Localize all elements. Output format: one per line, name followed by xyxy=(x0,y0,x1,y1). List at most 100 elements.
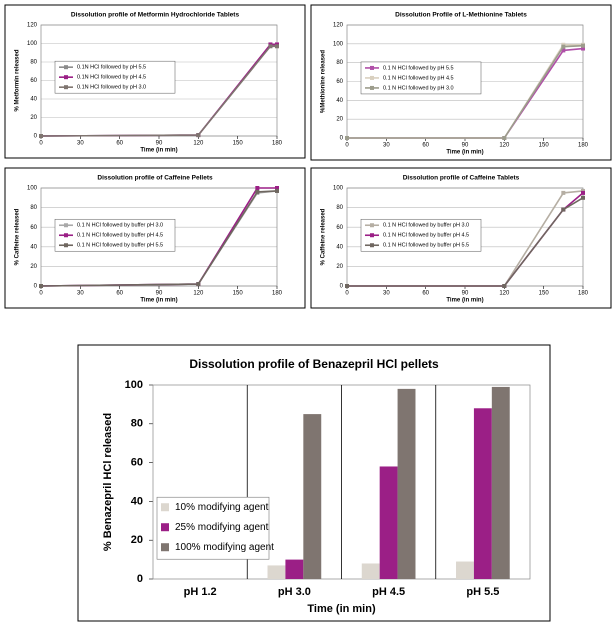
data-point xyxy=(255,189,260,194)
x-axis-label: Time (in min) xyxy=(446,150,483,156)
legend-label: 100% modifying agent xyxy=(175,542,274,553)
data-point xyxy=(561,44,566,49)
x-tick-label: 30 xyxy=(383,143,390,149)
data-point xyxy=(581,190,585,195)
y-tick-label: 80 xyxy=(30,60,37,66)
x-tick-label: 0 xyxy=(345,143,349,149)
y-tick-label: 20 xyxy=(30,264,37,270)
legend-label: 25% modifying agent xyxy=(175,522,269,533)
x-tick-label: 60 xyxy=(422,143,429,149)
x-tick-label: 0 xyxy=(39,291,43,297)
x-tick-label: 150 xyxy=(233,141,244,147)
legend-marker xyxy=(64,243,68,248)
data-point xyxy=(581,43,585,48)
x-tick-label: 30 xyxy=(77,141,84,147)
y-tick-label: 60 xyxy=(131,457,143,469)
bar xyxy=(361,563,380,579)
legend-marker xyxy=(64,75,68,80)
x-tick-label: 0 xyxy=(39,141,43,147)
legend-label: 0.1 N HCl followed by pH 4.5 xyxy=(383,75,454,81)
x-tick-label: 60 xyxy=(116,291,123,297)
y-tick-label: 40 xyxy=(30,97,37,103)
series-line xyxy=(347,44,584,139)
y-tick-label: 120 xyxy=(333,23,344,29)
bar xyxy=(379,466,398,579)
y-tick-label: 100 xyxy=(125,379,143,391)
y-tick-label: 60 xyxy=(30,225,37,231)
y-tick-label: 0 xyxy=(34,284,38,290)
bar xyxy=(285,559,304,579)
legend-box xyxy=(54,218,176,252)
y-tick-label: 40 xyxy=(336,244,343,250)
legend-label: 0.1N HCl followed by pH 5.5 xyxy=(77,65,146,71)
data-point xyxy=(196,282,201,287)
data-point xyxy=(255,186,260,190)
y-tick-label: 60 xyxy=(336,225,343,231)
legend-label: 0.1 N HCl followed by buffer pH 5.5 xyxy=(383,243,469,249)
y-tick-label: 60 xyxy=(336,79,343,85)
data-point xyxy=(345,284,349,288)
y-tick-label: 120 xyxy=(27,23,38,29)
y-tick-label: 20 xyxy=(336,264,343,270)
x-tick-label: pH 1.2 xyxy=(184,586,217,598)
data-point xyxy=(561,48,566,53)
y-tick-label: 100 xyxy=(27,41,38,47)
y-tick-label: 20 xyxy=(131,534,143,546)
y-tick-label: 0 xyxy=(137,573,143,585)
x-tick-label: 90 xyxy=(156,291,163,297)
y-tick-label: 40 xyxy=(336,98,343,104)
data-point xyxy=(581,46,585,51)
y-tick-label: 80 xyxy=(336,205,343,211)
x-tick-label: 180 xyxy=(272,141,283,147)
y-axis-label: %Methionine released xyxy=(321,50,327,113)
x-tick-label: 0 xyxy=(345,291,349,297)
y-tick-label: 0 xyxy=(340,284,344,290)
legend-label: 10% modifying agent xyxy=(175,502,269,513)
data-point xyxy=(275,44,279,49)
legend-marker xyxy=(370,85,374,90)
bar xyxy=(491,386,510,579)
data-point xyxy=(39,134,43,138)
data-point xyxy=(502,284,507,288)
y-axis-label: % Metformin released xyxy=(15,49,21,111)
x-axis-label: Time (in min) xyxy=(140,298,177,304)
x-tick-label: 120 xyxy=(193,141,204,147)
legend-label: 0.1 N HCl followed by buffer pH 3.0 xyxy=(383,223,469,229)
chart-title: Dissolution Profile of L-Methionine Tabl… xyxy=(395,12,527,19)
x-tick-label: 180 xyxy=(578,143,589,149)
legend-label: 0.1 N HCl followed by buffer pH 4.5 xyxy=(383,233,469,239)
legend-marker xyxy=(370,233,374,238)
x-tick-label: 60 xyxy=(422,291,429,297)
legend-swatch xyxy=(161,523,169,532)
x-axis-label: Time (in min) xyxy=(140,148,177,154)
x-tick-label: 120 xyxy=(499,291,510,297)
x-tick-label: 150 xyxy=(539,143,550,149)
legend-marker xyxy=(64,85,68,90)
x-tick-label: pH 3.0 xyxy=(278,586,311,598)
y-tick-label: 20 xyxy=(30,115,37,121)
y-tick-label: 60 xyxy=(30,78,37,84)
y-tick-label: 80 xyxy=(336,60,343,66)
x-tick-label: 120 xyxy=(499,143,510,149)
x-tick-label: pH 4.5 xyxy=(372,586,405,598)
x-tick-label: 180 xyxy=(578,291,589,297)
y-tick-label: 80 xyxy=(30,205,37,211)
x-tick-label: 30 xyxy=(77,291,84,297)
y-axis-label: % Benazepril HCl released xyxy=(102,413,114,551)
x-tick-label: 90 xyxy=(156,141,163,147)
data-point xyxy=(275,188,279,193)
data-point xyxy=(345,136,349,140)
y-tick-label: 0 xyxy=(34,134,38,140)
legend-marker xyxy=(64,233,68,238)
data-point xyxy=(561,207,566,212)
y-axis-label: % Caffeine released xyxy=(321,208,327,265)
x-axis-label: Time (in min) xyxy=(446,298,483,304)
legend-marker xyxy=(64,223,68,228)
chart-title: Dissolution profile of Caffeine Tablets xyxy=(403,175,520,182)
legend-box xyxy=(156,496,270,560)
x-tick-label: 150 xyxy=(539,291,550,297)
x-tick-label: 30 xyxy=(383,291,390,297)
legend-marker xyxy=(370,75,374,80)
legend-label: 0.1 N HCl followed by buffer pH 4.5 xyxy=(77,233,163,239)
